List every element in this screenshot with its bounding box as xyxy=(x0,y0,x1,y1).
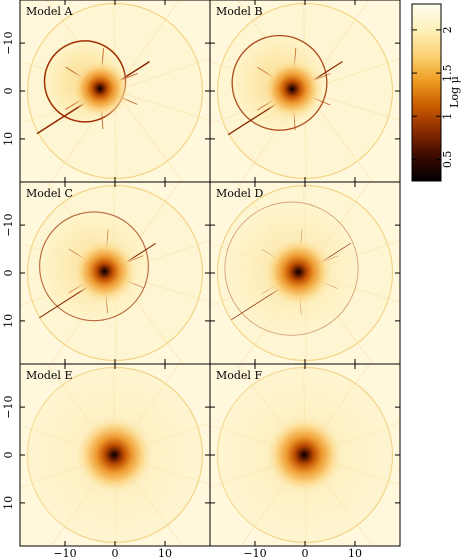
panel-model-b: Model B xyxy=(209,0,401,183)
magnification-core xyxy=(262,236,334,308)
colorbar-label: Log μ xyxy=(448,76,461,108)
y-tick-label: 0 xyxy=(2,270,15,277)
x-tick-label: 10 xyxy=(158,547,172,560)
colorbar-tick-label: 0.5 xyxy=(441,151,454,169)
magnification-core xyxy=(264,415,344,495)
panel-model-c: Model C xyxy=(19,181,211,365)
panel-model-d: Model D xyxy=(209,181,401,365)
y-tick-label: 10 xyxy=(2,314,15,328)
panel-model-e: Model E xyxy=(19,363,211,547)
y-tick-label: 10 xyxy=(2,132,15,146)
magnification-core xyxy=(74,415,154,495)
y-tick-label: −10 xyxy=(2,395,15,418)
panel-label: Model D xyxy=(216,187,263,200)
panel-label: Model F xyxy=(216,369,262,382)
panel-model-f: Model F xyxy=(209,363,401,547)
x-tick-label: −10 xyxy=(53,547,76,560)
colorbar-tick-label: 1 xyxy=(441,113,454,120)
y-tick-label: −10 xyxy=(2,31,15,54)
panel-model-a: Model A xyxy=(19,0,211,183)
y-tick-label: 0 xyxy=(2,452,15,459)
x-tick-label: −10 xyxy=(243,547,266,560)
magnification-core xyxy=(71,238,138,305)
colorbar-bar xyxy=(411,3,442,182)
radial-streak xyxy=(114,90,210,121)
panel-label: Model E xyxy=(26,369,72,382)
colorbar-tick-label: 2 xyxy=(441,26,454,33)
radial-streak xyxy=(114,58,210,92)
magnification-core xyxy=(70,58,130,119)
panel-label: Model B xyxy=(216,5,263,18)
y-tick-label: 10 xyxy=(2,496,15,510)
y-tick-label: 0 xyxy=(2,88,15,95)
x-tick-label: 0 xyxy=(302,547,309,560)
panel-label: Model C xyxy=(26,187,73,200)
colorbar-tick-label: 1.5 xyxy=(441,64,454,82)
x-tick-label: 10 xyxy=(348,547,362,560)
magnification-core xyxy=(260,57,324,121)
radial-streak xyxy=(114,90,184,182)
x-tick-label: 0 xyxy=(112,547,119,560)
panel-label: Model A xyxy=(26,5,73,18)
y-tick-label: −10 xyxy=(2,213,15,236)
colorbar: 0.5 1 1.5 2 Log μ xyxy=(411,3,461,182)
